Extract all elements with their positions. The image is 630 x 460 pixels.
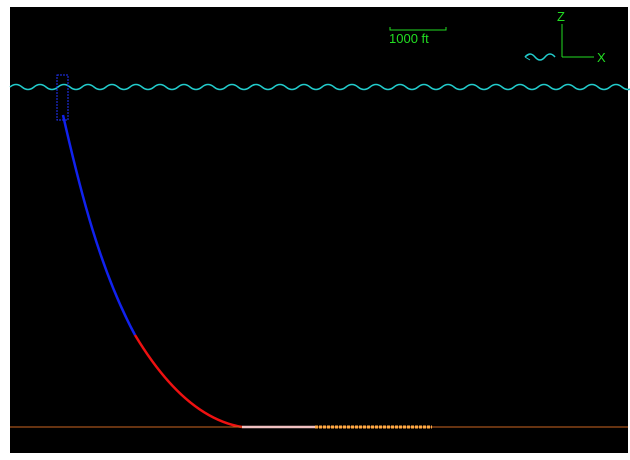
view-3d: 1000 ft Z X: [0, 0, 630, 460]
page: 1000 ft Z X (() => { const data = JSON.p…: [0, 0, 630, 460]
scale-label: 1000 ft: [389, 31, 429, 46]
x-label: X: [597, 50, 606, 65]
viewport: [10, 7, 628, 453]
z-label: Z: [557, 9, 565, 24]
